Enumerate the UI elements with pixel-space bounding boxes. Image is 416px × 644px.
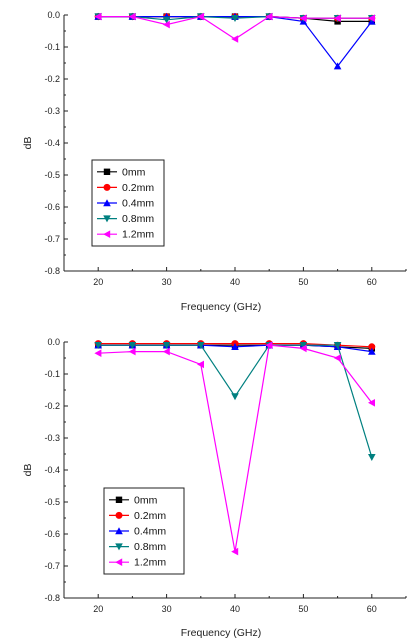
- y-axis-title: dB: [22, 464, 34, 477]
- data-point-1.2mm: [231, 547, 239, 556]
- data-point-1.2mm: [94, 349, 102, 357]
- series-line-0.4mm: [98, 16, 373, 68]
- y-tick-label: -0.1: [44, 42, 60, 52]
- x-tick-label: 60: [367, 604, 377, 614]
- legend-label: 0.8mm: [122, 213, 154, 225]
- data-point-0.8mm: [368, 454, 376, 461]
- legend-label: 0mm: [134, 494, 158, 506]
- data-point-1.2mm: [94, 12, 102, 21]
- y-tick-label: -0.7: [44, 561, 60, 571]
- data-point-1.2mm: [333, 14, 341, 22]
- legend-label: 0.2mm: [122, 182, 154, 194]
- data-point-1.2mm: [368, 14, 375, 22]
- y-tick-label: -0.7: [44, 234, 60, 244]
- legend-marker: [103, 199, 111, 207]
- y-tick-label: -0.8: [44, 266, 60, 276]
- legend-marker: [115, 511, 123, 519]
- legend-marker: [115, 527, 123, 535]
- x-tick-label: 50: [298, 277, 308, 287]
- legend-label: 0.8mm: [134, 541, 166, 553]
- y-tick-label: 0.0: [47, 337, 60, 347]
- x-tick-label: 20: [93, 277, 103, 287]
- legend-marker: [103, 230, 111, 238]
- data-point-0.2mm: [368, 343, 376, 351]
- data-point-0.4mm: [231, 343, 239, 350]
- x-axis-title: Frequency (GHz): [181, 301, 262, 313]
- legend-label: 1.2mm: [122, 229, 154, 241]
- legend-marker: [115, 558, 123, 566]
- data-point-1.2mm: [368, 399, 375, 407]
- y-tick-label: -0.2: [44, 401, 60, 411]
- y-tick-label: -0.5: [44, 170, 60, 180]
- y-tick-label: -0.4: [44, 138, 60, 148]
- data-point-0.8mm: [231, 15, 239, 22]
- y-tick-label: -0.3: [44, 433, 60, 443]
- legend-marker: [115, 543, 123, 551]
- legend-label: 0.4mm: [122, 198, 154, 210]
- y-axis-title: dB: [22, 137, 34, 150]
- x-tick-label: 40: [230, 277, 240, 287]
- data-point-1.2mm: [265, 12, 273, 21]
- data-point-1.2mm: [265, 341, 273, 349]
- data-point-1.2mm: [231, 35, 239, 43]
- y-tick-label: -0.6: [44, 529, 60, 539]
- y-tick-label: -0.3: [44, 106, 60, 116]
- data-point-0.8mm: [197, 342, 205, 349]
- x-tick-label: 20: [93, 604, 103, 614]
- data-point-0.8mm: [333, 342, 342, 349]
- data-point-0.4mm: [333, 62, 342, 70]
- data-point-1.2mm: [299, 14, 307, 22]
- data-point-0.8mm: [162, 342, 171, 349]
- chart-panel-2: 0.0 -0.1 -0.2 -0.3 -0.4 -0.5 -0.6 -0.7 -0.8 20 30 4…: [22, 337, 407, 639]
- x-tick-label: 30: [162, 277, 172, 287]
- x-tick-label: 60: [367, 277, 377, 287]
- data-point-1.2mm: [197, 12, 204, 21]
- chart-panel-1: 0.0 -0.1 -0.2 -0.3 -0.4 -0.5 -0.6 -0.7 -0.8 20 30 4…: [22, 10, 407, 313]
- legend-label: 0.2mm: [134, 510, 166, 522]
- legend-marker: [103, 183, 111, 191]
- x-axis-title: Frequency (GHz): [181, 627, 262, 639]
- y-tick-label: -0.5: [44, 497, 60, 507]
- legend-marker: [115, 496, 123, 503]
- data-point-0.8mm: [162, 16, 171, 24]
- y-tick-label: -0.6: [44, 202, 60, 212]
- data-point-1.2mm: [128, 347, 136, 356]
- x-tick-label: 40: [230, 604, 240, 614]
- legend-marker: [103, 168, 111, 175]
- x-tick-label: 30: [162, 604, 172, 614]
- y-tick-label: -0.4: [44, 465, 60, 475]
- data-point-0.8mm: [231, 393, 239, 401]
- data-point-0.4mm: [368, 347, 376, 355]
- data-point-1.2mm: [128, 12, 136, 21]
- y-tick-label: 0.0: [47, 10, 60, 20]
- data-point-1.2mm: [162, 347, 170, 356]
- y-tick-label: -0.1: [44, 369, 60, 379]
- legend-label: 0mm: [122, 166, 146, 178]
- y-tick-label: -0.2: [44, 74, 60, 84]
- series-line-0.8mm: [98, 344, 373, 458]
- data-point-0.8mm: [299, 342, 308, 349]
- data-point-1.2mm: [162, 20, 170, 29]
- data-point-1.2mm: [333, 354, 341, 362]
- data-point-1.2mm: [299, 344, 307, 353]
- legend-marker: [103, 215, 111, 223]
- x-tick-label: 50: [298, 604, 308, 614]
- legend-label: 0.4mm: [134, 526, 166, 538]
- legend-label: 1.2mm: [134, 557, 166, 569]
- data-point-0.8mm: [94, 342, 102, 349]
- data-point-1.2mm: [197, 360, 204, 369]
- y-tick-label: -0.8: [44, 593, 60, 603]
- data-point-0.8mm: [128, 342, 137, 349]
